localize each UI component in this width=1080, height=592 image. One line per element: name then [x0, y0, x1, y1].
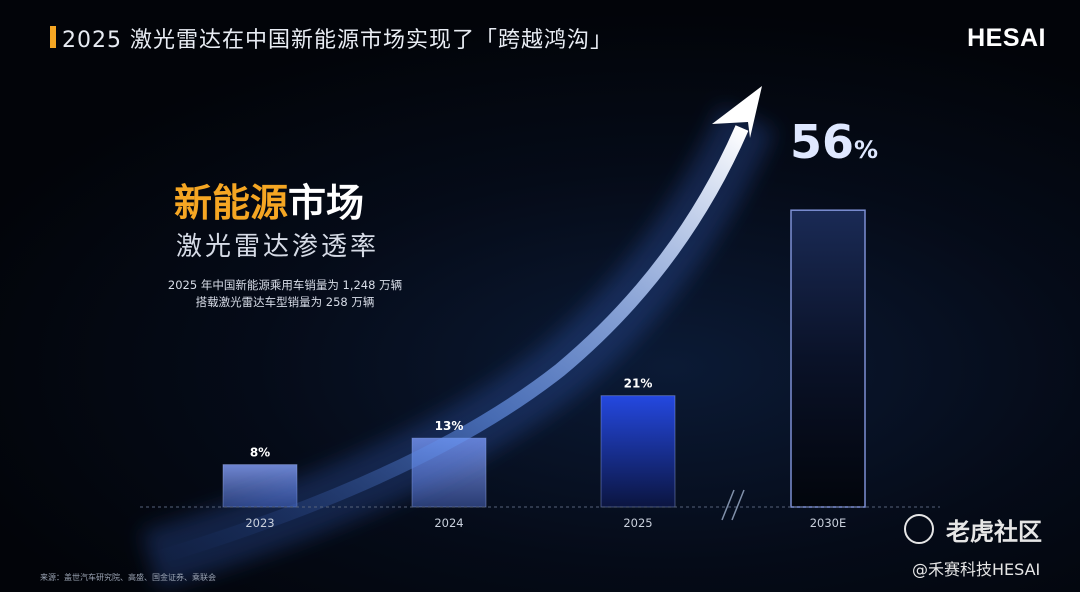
heading-highlight: 新能源 [174, 181, 289, 225]
data-label-2024: 13% [435, 419, 464, 433]
bar-2030e [790, 209, 866, 508]
trend-arrow [141, 86, 776, 589]
x-tick-label: 2025 [623, 516, 652, 530]
bar-2025 [600, 395, 676, 508]
data-label-2030e: 56% [790, 115, 878, 169]
x-tick-label: 2030E [810, 516, 847, 530]
data-label-2023: 8% [250, 446, 270, 460]
watermark-text: 老虎社区 [946, 518, 1042, 546]
hesai-logo: HESAI [967, 24, 1046, 52]
source-footnote: 来源：盖世汽车研究院、高盛、国金证券、乘联会 [40, 573, 216, 582]
tiger-community-icon [904, 514, 934, 544]
note-line-2: 搭载激光雷达车型销量为 258 万辆 [195, 295, 375, 309]
x-tick-label: 2024 [434, 516, 463, 530]
heading-rest: 市场 [288, 181, 365, 225]
x-tick-label: 2023 [245, 516, 274, 530]
weibo-handle: @禾赛科技HESAI [912, 560, 1041, 579]
chart-heading: 新能源市场 [174, 172, 364, 227]
data-label-2025: 21% [624, 377, 653, 391]
title-accent-bar [50, 26, 56, 48]
axis-break-icon [721, 489, 745, 521]
note-line-1: 2025 年中国新能源乘用车销量为 1,248 万辆 [167, 278, 403, 292]
chart-subheading: 激光雷达渗透率 [176, 232, 380, 262]
slide-title: 2025 激光雷达在中国新能源市场实现了「跨越鸿沟」 [62, 28, 613, 53]
